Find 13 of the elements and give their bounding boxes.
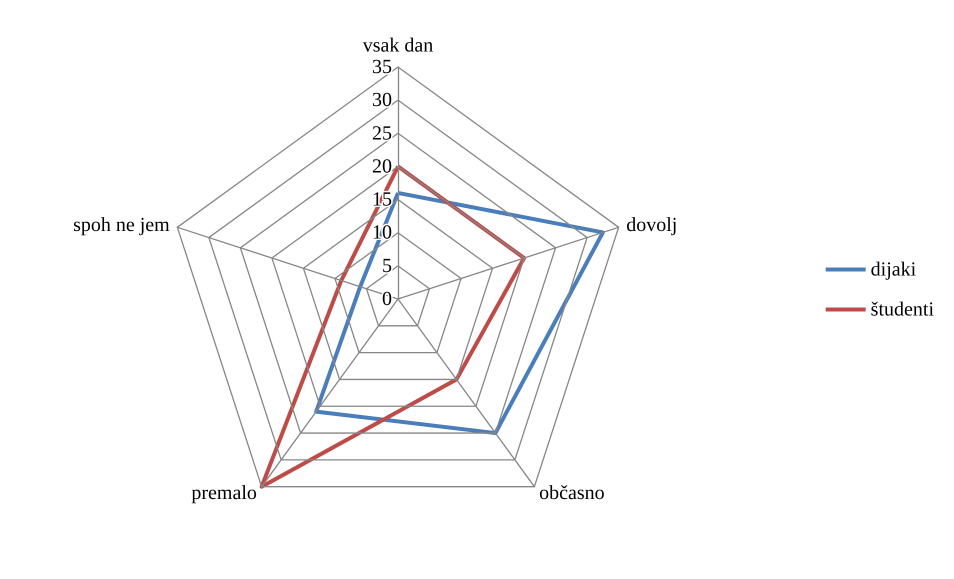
spoke-label: občasno	[539, 482, 605, 504]
legend-label: študenti	[870, 298, 934, 320]
spoke-label: vsak dan	[362, 34, 434, 57]
y-tick-label: 0	[382, 288, 392, 310]
spoke-label: premalo	[191, 482, 257, 504]
y-tick-label: 35	[372, 56, 392, 78]
legend-label: dijaki	[870, 258, 917, 280]
y-tick-label: 20	[372, 155, 392, 178]
spoke-label: dovolj	[626, 214, 678, 236]
y-tick-label: 30	[372, 89, 392, 112]
spoke-label: spoh ne jem	[73, 214, 170, 236]
y-tick-label: 5	[382, 254, 392, 277]
y-tick-label: 25	[372, 122, 392, 144]
